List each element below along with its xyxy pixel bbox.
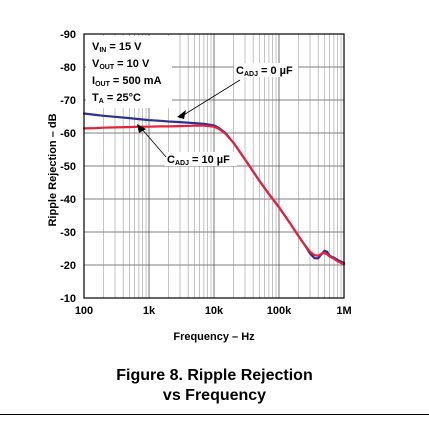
condition-line: VIN = 15 V (92, 41, 142, 54)
figure-caption-subtitle: vs Frequency (162, 387, 267, 404)
y-axis-label: Ripple Rejection – dB (47, 113, 59, 226)
y-tick-label: -60 (60, 128, 76, 140)
y-tick-label: -80 (60, 62, 76, 74)
plot-frame (83, 33, 345, 299)
x-tick-label: 100 (75, 305, 93, 317)
y-tick-label: -90 (60, 29, 76, 41)
series-lines (82, 112, 346, 266)
annotation-leader-line (140, 127, 167, 158)
condition-line: VOUT = 10 V (92, 58, 150, 71)
conditions-box: VIN = 15 V VOUT = 10 V IOUT = 500 mA TA = 2… (86, 36, 172, 108)
x-tick-label: 1M (336, 305, 351, 317)
series-line-cadj-10uf (82, 124, 346, 266)
y-tick-label: -30 (60, 227, 76, 239)
annotation-backdrop (165, 152, 237, 166)
conditions-backdrop (86, 36, 172, 108)
figure-caption-title: Figure 8. Ripple Rejection (116, 367, 313, 384)
annotation-cadj-10uf: CADJ = 10 µF (167, 154, 230, 167)
x-tick-label: 10k (205, 305, 224, 317)
y-tick-label: -50 (60, 161, 76, 173)
y-tick-label: -70 (60, 95, 76, 107)
y-tick-label: -20 (60, 260, 76, 272)
x-tick-label: 1k (143, 305, 156, 317)
condition-line: TA = 25°C (92, 92, 141, 105)
annotations: CADJ = 0 µF CADJ = 10 µF (137, 63, 298, 167)
annotation-backdrop (234, 63, 298, 77)
x-tick-label: 100k (267, 305, 292, 317)
annotation-leader-line (181, 79, 241, 117)
y-tick-label: -10 (60, 293, 76, 305)
x-axis-label: Frequency – Hz (173, 331, 255, 343)
condition-line: IOUT = 500 mA (92, 75, 162, 88)
bottom-rule (0, 414, 429, 415)
arrowhead-icon (137, 124, 146, 133)
annotation-cadj-0uf: CADJ = 0 µF (236, 65, 293, 78)
arrowhead-icon (177, 110, 186, 119)
y-tick-label: -40 (60, 194, 76, 206)
